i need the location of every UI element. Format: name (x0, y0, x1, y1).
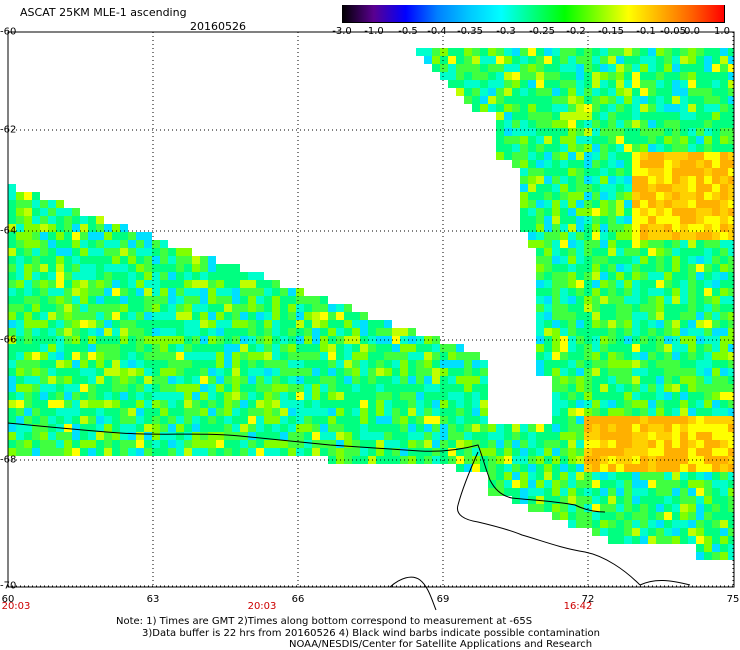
lat-label: -62 (0, 124, 17, 136)
footer-credit: NOAA/NESDIS/Center for Satellite Applica… (289, 639, 593, 650)
lat-label: -66 (0, 334, 17, 346)
coastline (7, 422, 691, 611)
lon-label: 60 (1, 594, 15, 605)
product-title: ASCAT 25KM MLE-1 ascending (20, 6, 187, 19)
coastline-east (639, 580, 691, 586)
lat-label: -70 (0, 580, 17, 592)
lon-label: 75 (726, 594, 740, 605)
lat-label: -64 (0, 225, 17, 237)
lat-label: -68 (0, 454, 17, 466)
time-label: 20:03 (247, 601, 277, 612)
plot-frame (7, 31, 735, 588)
coastline-inlet (389, 576, 437, 611)
lon-label: 63 (146, 594, 160, 605)
lat-label: -60 (0, 26, 17, 38)
time-label: 20:03 (1, 601, 31, 612)
lon-label: 72 (581, 594, 595, 605)
lon-label: 66 (291, 594, 305, 605)
footer-note-2: 3)Data buffer is 22 hrs from 20160526 4)… (142, 628, 600, 639)
product-date: 20160526 (190, 20, 246, 33)
data-swaths (8, 48, 734, 560)
coastline-main (7, 422, 606, 513)
time-label: 16:42 (563, 601, 593, 612)
color-scale-gradient (342, 5, 724, 22)
lon-label: 69 (436, 594, 450, 605)
coastline-south (456, 451, 641, 586)
footer-note-1: Note: 1) Times are GMT 2)Times along bot… (116, 616, 533, 627)
